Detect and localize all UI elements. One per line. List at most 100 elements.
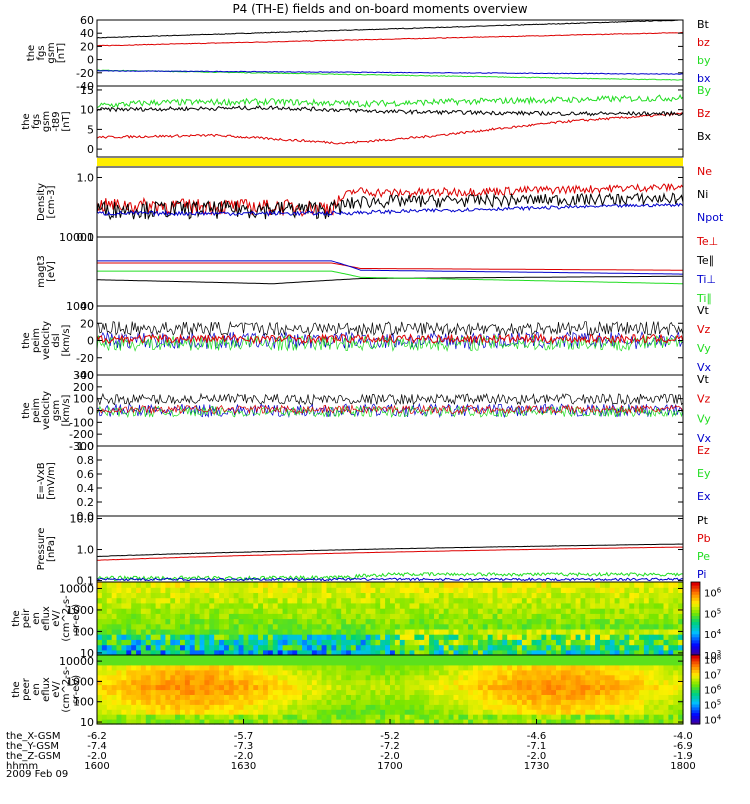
colorbar-segment <box>691 680 700 685</box>
heatmap-cell <box>473 674 479 681</box>
heatmap-cell <box>477 592 484 599</box>
heatmap-cell <box>551 597 557 604</box>
heatmap-cell <box>277 582 284 588</box>
heatmap-cell <box>184 613 191 620</box>
heatmap-cell <box>316 587 323 593</box>
heatmap-cell <box>346 655 352 661</box>
heatmap-cell <box>180 618 186 625</box>
heatmap-cell <box>409 689 415 695</box>
heatmap-cell <box>639 679 645 686</box>
heatmap-cell <box>126 674 132 681</box>
heatmap-cell <box>477 582 484 588</box>
heatmap-cell <box>282 655 289 661</box>
heatmap-cell <box>175 669 181 676</box>
heatmap-cell <box>253 679 259 686</box>
heatmap-cell <box>111 639 118 646</box>
heatmap-cell <box>140 679 147 686</box>
heatmap-cell <box>199 655 206 661</box>
heatmap-cell <box>492 664 499 671</box>
heatmap-cell <box>297 613 303 620</box>
heatmap-cell <box>390 618 396 625</box>
heatmap-cell <box>614 649 621 656</box>
heatmap-cell <box>497 608 503 614</box>
heatmap-cell <box>419 669 425 676</box>
heatmap-cell <box>297 669 303 676</box>
heatmap-cell <box>370 704 376 710</box>
y-tick-label: 40 <box>80 300 94 313</box>
heatmap-cell <box>463 719 469 725</box>
heatmap-cell <box>307 684 313 691</box>
heatmap-cell <box>170 644 176 651</box>
heatmap-cell <box>590 709 596 715</box>
heatmap-cell <box>643 592 650 599</box>
heatmap-cell <box>121 597 127 604</box>
heatmap-cell <box>526 709 533 715</box>
heatmap-cell <box>131 684 137 691</box>
heatmap-cell <box>228 664 235 671</box>
heatmap-cell <box>224 655 230 661</box>
heatmap-cell <box>394 679 401 686</box>
heatmap-cell <box>521 679 528 686</box>
heatmap-cell <box>643 689 650 695</box>
heatmap-cell <box>355 709 362 715</box>
y-axis-label: [nPa] <box>46 536 57 562</box>
heatmap-cell <box>663 602 669 609</box>
heatmap-cell <box>595 679 601 686</box>
heatmap-cell <box>282 644 289 651</box>
heatmap-cell <box>189 628 196 635</box>
heatmap-cell <box>341 597 347 604</box>
heatmap-cell <box>307 699 313 705</box>
heatmap-cell <box>590 664 596 671</box>
heatmap-cell <box>507 628 513 635</box>
heatmap-cell <box>565 602 572 609</box>
heatmap-cell <box>326 649 332 656</box>
heatmap-cell <box>355 644 362 651</box>
heatmap-cell <box>228 655 235 661</box>
heatmap-cell <box>609 613 616 620</box>
heatmap-cell <box>595 613 601 620</box>
heatmap-cell <box>292 608 298 614</box>
heatmap-cell <box>419 714 425 720</box>
heatmap-cell <box>165 719 171 725</box>
heatmap-cell <box>326 689 332 695</box>
heatmap-cell <box>502 674 508 681</box>
heatmap-cell <box>570 674 577 681</box>
heatmap-cell <box>341 602 347 609</box>
heatmap-cell <box>463 699 469 705</box>
heatmap-cell <box>341 684 347 691</box>
heatmap-cell <box>468 628 474 635</box>
heatmap-cell <box>536 655 542 661</box>
heatmap-cell <box>590 628 596 635</box>
heatmap-cell <box>458 684 464 691</box>
heatmap-cell <box>492 613 499 620</box>
heatmap-cell <box>170 684 176 691</box>
heatmap-cell <box>209 714 215 720</box>
y-axis-label: peer <box>21 677 32 701</box>
heatmap-cell <box>267 582 274 588</box>
heatmap-cell <box>658 634 665 640</box>
heatmap-cell <box>307 664 313 671</box>
heatmap-cell <box>121 618 127 625</box>
heatmap-cell <box>429 709 435 715</box>
heatmap-cell <box>585 709 591 715</box>
heatmap-cell <box>521 689 528 695</box>
heatmap-cell <box>429 699 435 705</box>
heatmap-cell <box>297 618 303 625</box>
heatmap-cell <box>184 704 191 710</box>
heatmap-cell <box>106 623 113 630</box>
heatmap-cell <box>116 719 122 725</box>
heatmap-cell <box>438 659 445 666</box>
heatmap-cell <box>267 618 274 625</box>
heatmap-cell <box>658 704 665 710</box>
heatmap-cell <box>595 694 601 700</box>
heatmap-cell <box>140 634 147 640</box>
heatmap-cell <box>375 649 381 656</box>
heatmap-cell <box>380 618 386 625</box>
heatmap-cell <box>355 613 362 620</box>
heatmap-cell <box>438 669 445 676</box>
heatmap-cell <box>155 602 162 609</box>
heatmap-cell <box>165 694 171 700</box>
heatmap-cell <box>629 655 635 661</box>
heatmap-cell <box>502 613 508 620</box>
